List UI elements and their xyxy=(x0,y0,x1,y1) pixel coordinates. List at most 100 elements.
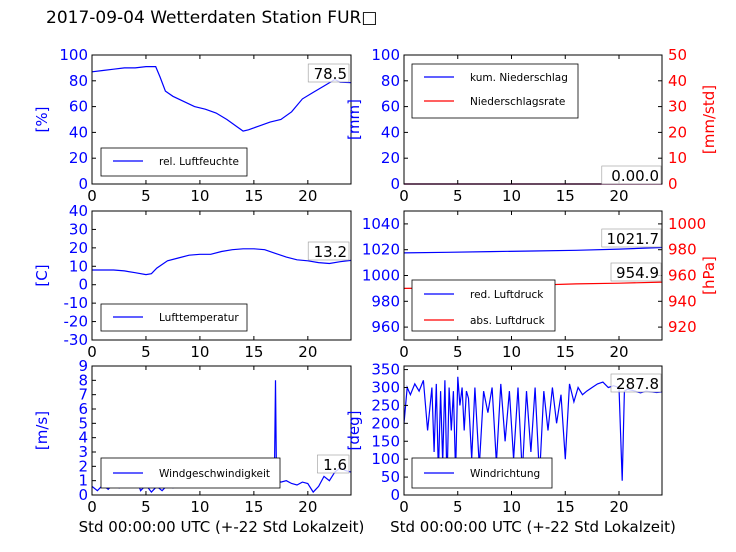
pressure-ytick-label: 960 xyxy=(371,318,400,336)
wind-speed-ytick-label: 4 xyxy=(78,429,88,447)
temperature-ytick-label: 0 xyxy=(78,276,88,294)
humidity-last-value-0: 78.5 xyxy=(314,65,347,83)
humidity-plot-frame xyxy=(91,54,352,185)
wind-speed-ylabel: [m/s] xyxy=(33,411,51,450)
temperature-ytick-label: 40 xyxy=(69,202,88,220)
wind-direction-xtick-label: 15 xyxy=(556,498,575,516)
pressure-ytick-label: 1000 xyxy=(362,267,400,285)
pressure-ytick-right-label: 1000 xyxy=(668,215,706,233)
precipitation-ytick-label: 0 xyxy=(390,175,400,193)
precipitation-ytick-right-label: 40 xyxy=(668,72,687,90)
humidity-series-line-0 xyxy=(91,66,352,132)
humidity-last-value-box-0 xyxy=(307,63,350,83)
humidity-ytick-label: 20 xyxy=(69,149,88,167)
wind-direction-ytick-label: 250 xyxy=(371,396,400,414)
pressure-last-value-1: 954.9 xyxy=(616,264,659,282)
temperature-xtick-label: 20 xyxy=(298,343,317,361)
wind-speed-ytick-label: 6 xyxy=(78,400,88,418)
humidity-legend-box xyxy=(100,147,248,177)
temperature-ytick-label: -20 xyxy=(64,313,89,331)
precipitation-ylabel-right: [mm/std] xyxy=(700,85,718,154)
wind-direction-last-value-0: 287.8 xyxy=(616,375,659,393)
humidity-xtick-label: 15 xyxy=(244,187,263,205)
temperature-ytick-label: 30 xyxy=(69,220,88,238)
humidity-xtick-label: 10 xyxy=(190,187,209,205)
humidity-ytick-label: 60 xyxy=(69,98,88,116)
temperature-xtick-label: 10 xyxy=(190,343,209,361)
precipitation-ytick-right-label: 30 xyxy=(668,98,687,116)
pressure-series-line-0 xyxy=(403,246,663,254)
temperature-ylabel: [C] xyxy=(33,264,51,286)
wind-direction-ytick-label: 150 xyxy=(371,432,400,450)
humidity-ytick-label: 40 xyxy=(69,123,88,141)
pressure-panel: 0 5 10 15 20 960 980 1000 1020 1040 920 940 960 980 10… xyxy=(362,210,718,361)
wind-direction-ytick-label: 300 xyxy=(371,379,400,397)
temperature-xtick-label: 5 xyxy=(141,343,151,361)
pressure-ylabel-right: [hPa] xyxy=(700,256,718,295)
precipitation-last-value-0: 0.00.0 xyxy=(611,167,659,185)
precipitation-ytick-label: 80 xyxy=(381,72,400,90)
wind-direction-xtick-label: 20 xyxy=(609,498,628,516)
wind-speed-plot-frame xyxy=(91,365,352,496)
temperature-series-line-0 xyxy=(92,248,352,276)
wind-speed-ytick-label: 3 xyxy=(78,443,88,461)
pressure-xtick-label: 0 xyxy=(399,343,409,361)
wind-direction-series-line-0 xyxy=(403,376,663,485)
temperature-xtick-label: 0 xyxy=(87,343,97,361)
wind-direction-ytick-label: 0 xyxy=(390,486,400,504)
temperature-plot-frame xyxy=(91,210,352,341)
wind-direction-last-value-box-0 xyxy=(610,373,662,393)
precipitation-xtick-label: 10 xyxy=(502,187,521,205)
wind-speed-legend-label-0: Windgeschwindigkeit xyxy=(159,468,270,480)
temperature-last-value-box-0 xyxy=(307,241,350,261)
pressure-xtick-label: 5 xyxy=(453,343,463,361)
precipitation-xtick-label: 20 xyxy=(609,187,628,205)
precipitation-ytick-right-label: 0 xyxy=(668,175,678,193)
pressure-legend-label-0: red. Luftdruck xyxy=(470,289,544,301)
humidity-panel: 0 5 10 15 20 0 20 40 60 80 100 [%] rel. Luftfeuchte 7… xyxy=(33,46,352,205)
wind-speed-xlabel: Std 00:00:00 UTC (+-22 Std Lokalzeit) xyxy=(79,518,365,536)
precipitation-ytick-label: 40 xyxy=(381,123,400,141)
temperature-ytick-label: -10 xyxy=(64,294,89,312)
precipitation-plot-frame xyxy=(403,54,663,185)
pressure-last-value-0: 1021.7 xyxy=(607,230,660,248)
temperature-ytick-label: 10 xyxy=(69,257,88,275)
precipitation-ytick-label: 100 xyxy=(371,46,400,64)
wind-direction-plot-frame xyxy=(403,365,663,496)
precipitation-ytick-right-label: 20 xyxy=(668,123,687,141)
humidity-ytick-label: 0 xyxy=(78,175,88,193)
humidity-ytick-label: 100 xyxy=(59,46,88,64)
precipitation-ytick-label: 20 xyxy=(381,149,400,167)
pressure-last-value-box-0 xyxy=(601,228,662,248)
temperature-ytick-label: -30 xyxy=(64,331,89,349)
wind-direction-ytick-label: 350 xyxy=(371,361,400,379)
wind-speed-xtick-label: 5 xyxy=(141,498,151,516)
precipitation-xtick-label: 0 xyxy=(399,187,409,205)
wind-speed-ytick-label: 5 xyxy=(78,414,88,432)
wind-speed-xtick-label: 0 xyxy=(87,498,97,516)
temperature-legend-label-0: Lufttemperatur xyxy=(159,312,239,324)
humidity-ytick-label: 80 xyxy=(69,72,88,90)
wind-speed-xtick-label: 10 xyxy=(190,498,209,516)
humidity-legend-label-0: rel. Luftfeuchte xyxy=(159,156,239,168)
humidity-ylabel: [%] xyxy=(33,107,51,133)
wind-speed-ytick-label: 7 xyxy=(78,386,88,404)
wind-direction-ytick-label: 100 xyxy=(371,450,400,468)
wind-direction-xlabel: Std 00:00:00 UTC (+-22 Std Lokalzeit) xyxy=(390,518,676,536)
precipitation-xtick-label: 15 xyxy=(556,187,575,205)
wind-speed-ytick-label: 9 xyxy=(78,357,88,375)
precipitation-ytick-right-label: 10 xyxy=(668,149,687,167)
temperature-panel: 0 5 10 15 20-30-20-10010203040[C]Lufttempera… xyxy=(33,202,352,361)
chart-title: 2017-09-04 Wetterdaten Station FUR□ xyxy=(46,8,378,28)
pressure-ytick-label: 980 xyxy=(371,292,400,310)
pressure-last-value-box-1 xyxy=(610,262,662,282)
precipitation-xtick-label: 5 xyxy=(453,187,463,205)
pressure-ytick-right-label: 980 xyxy=(668,241,697,259)
pressure-xtick-label: 10 xyxy=(502,343,521,361)
precipitation-legend-label-1: Niederschlagsrate xyxy=(470,96,565,108)
pressure-xtick-label: 20 xyxy=(609,343,628,361)
humidity-xtick-label: 5 xyxy=(141,187,151,205)
